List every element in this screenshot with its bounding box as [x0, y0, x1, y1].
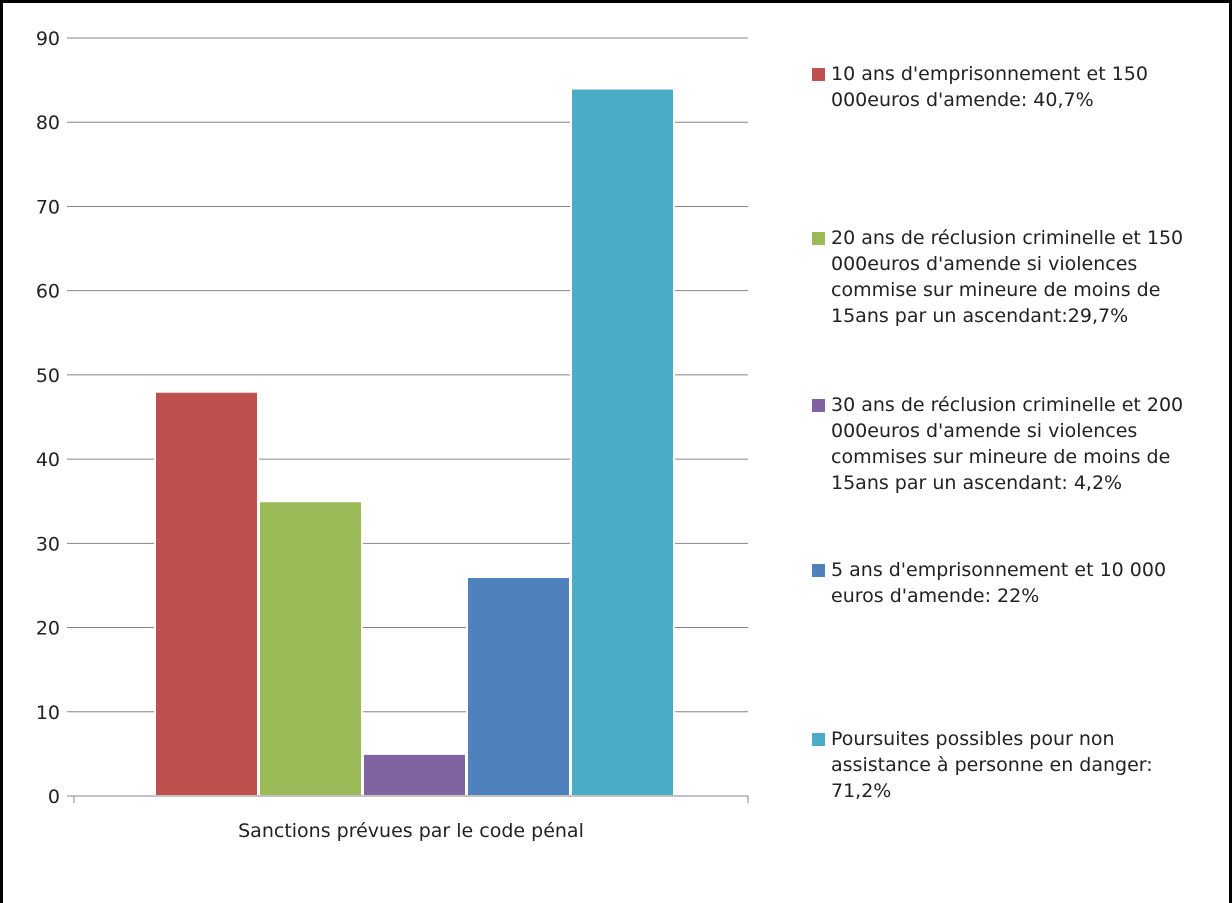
y-tick-label: 70: [36, 196, 60, 218]
legend: 10 ans d'emprisonnement et 150 000euros …: [812, 0, 1222, 903]
legend-swatch: [812, 733, 825, 746]
bar: [362, 752, 467, 798]
legend-swatch: [812, 232, 825, 245]
bar: [466, 576, 571, 797]
legend-swatch: [812, 399, 825, 412]
legend-item: 20 ans de réclusion criminelle et 150 00…: [812, 225, 1217, 329]
legend-label: 10 ans d'emprisonnement et 150 000euros …: [831, 63, 1148, 111]
legend-label: Poursuites possibles pour non assistance…: [831, 728, 1153, 802]
x-axis-label: Sanctions prévues par le code pénal: [238, 820, 584, 842]
legend-item: Poursuites possibles pour non assistance…: [812, 726, 1217, 804]
y-tick-label: 10: [36, 702, 60, 724]
y-tick-label: 60: [36, 281, 60, 303]
bars: [154, 87, 675, 798]
y-tick-label: 80: [36, 112, 60, 134]
legend-label: 20 ans de réclusion criminelle et 150 00…: [831, 227, 1184, 327]
legend-item: 10 ans d'emprisonnement et 150 000euros …: [812, 61, 1217, 113]
y-tick-label: 50: [36, 365, 60, 387]
y-tick-label: 90: [36, 28, 60, 50]
legend-swatch: [812, 564, 825, 577]
legend-item: 5 ans d'emprisonnement et 10 000 euros d…: [812, 557, 1217, 609]
chart-plot-area: 0 10 20 30 40 50 60 70 80 90 Sanctions prévues pa…: [36, 28, 749, 842]
legend-swatch: [812, 68, 825, 81]
y-tick-label: 30: [36, 533, 60, 555]
legend-item: 30 ans de réclusion criminelle et 200 00…: [812, 392, 1217, 496]
x-axis: [67, 795, 749, 803]
y-tick-label: 20: [36, 618, 60, 640]
bar: [570, 87, 675, 798]
legend-label: 5 ans d'emprisonnement et 10 000 euros d…: [831, 559, 1167, 607]
bar: [258, 500, 363, 797]
y-tick-label: 40: [36, 449, 60, 471]
legend-label: 30 ans de réclusion criminelle et 200 00…: [831, 394, 1184, 494]
bar: [154, 390, 259, 797]
y-tick-label: 0: [48, 786, 60, 808]
y-axis-ticks: 0 10 20 30 40 50 60 70 80 90: [36, 28, 60, 808]
